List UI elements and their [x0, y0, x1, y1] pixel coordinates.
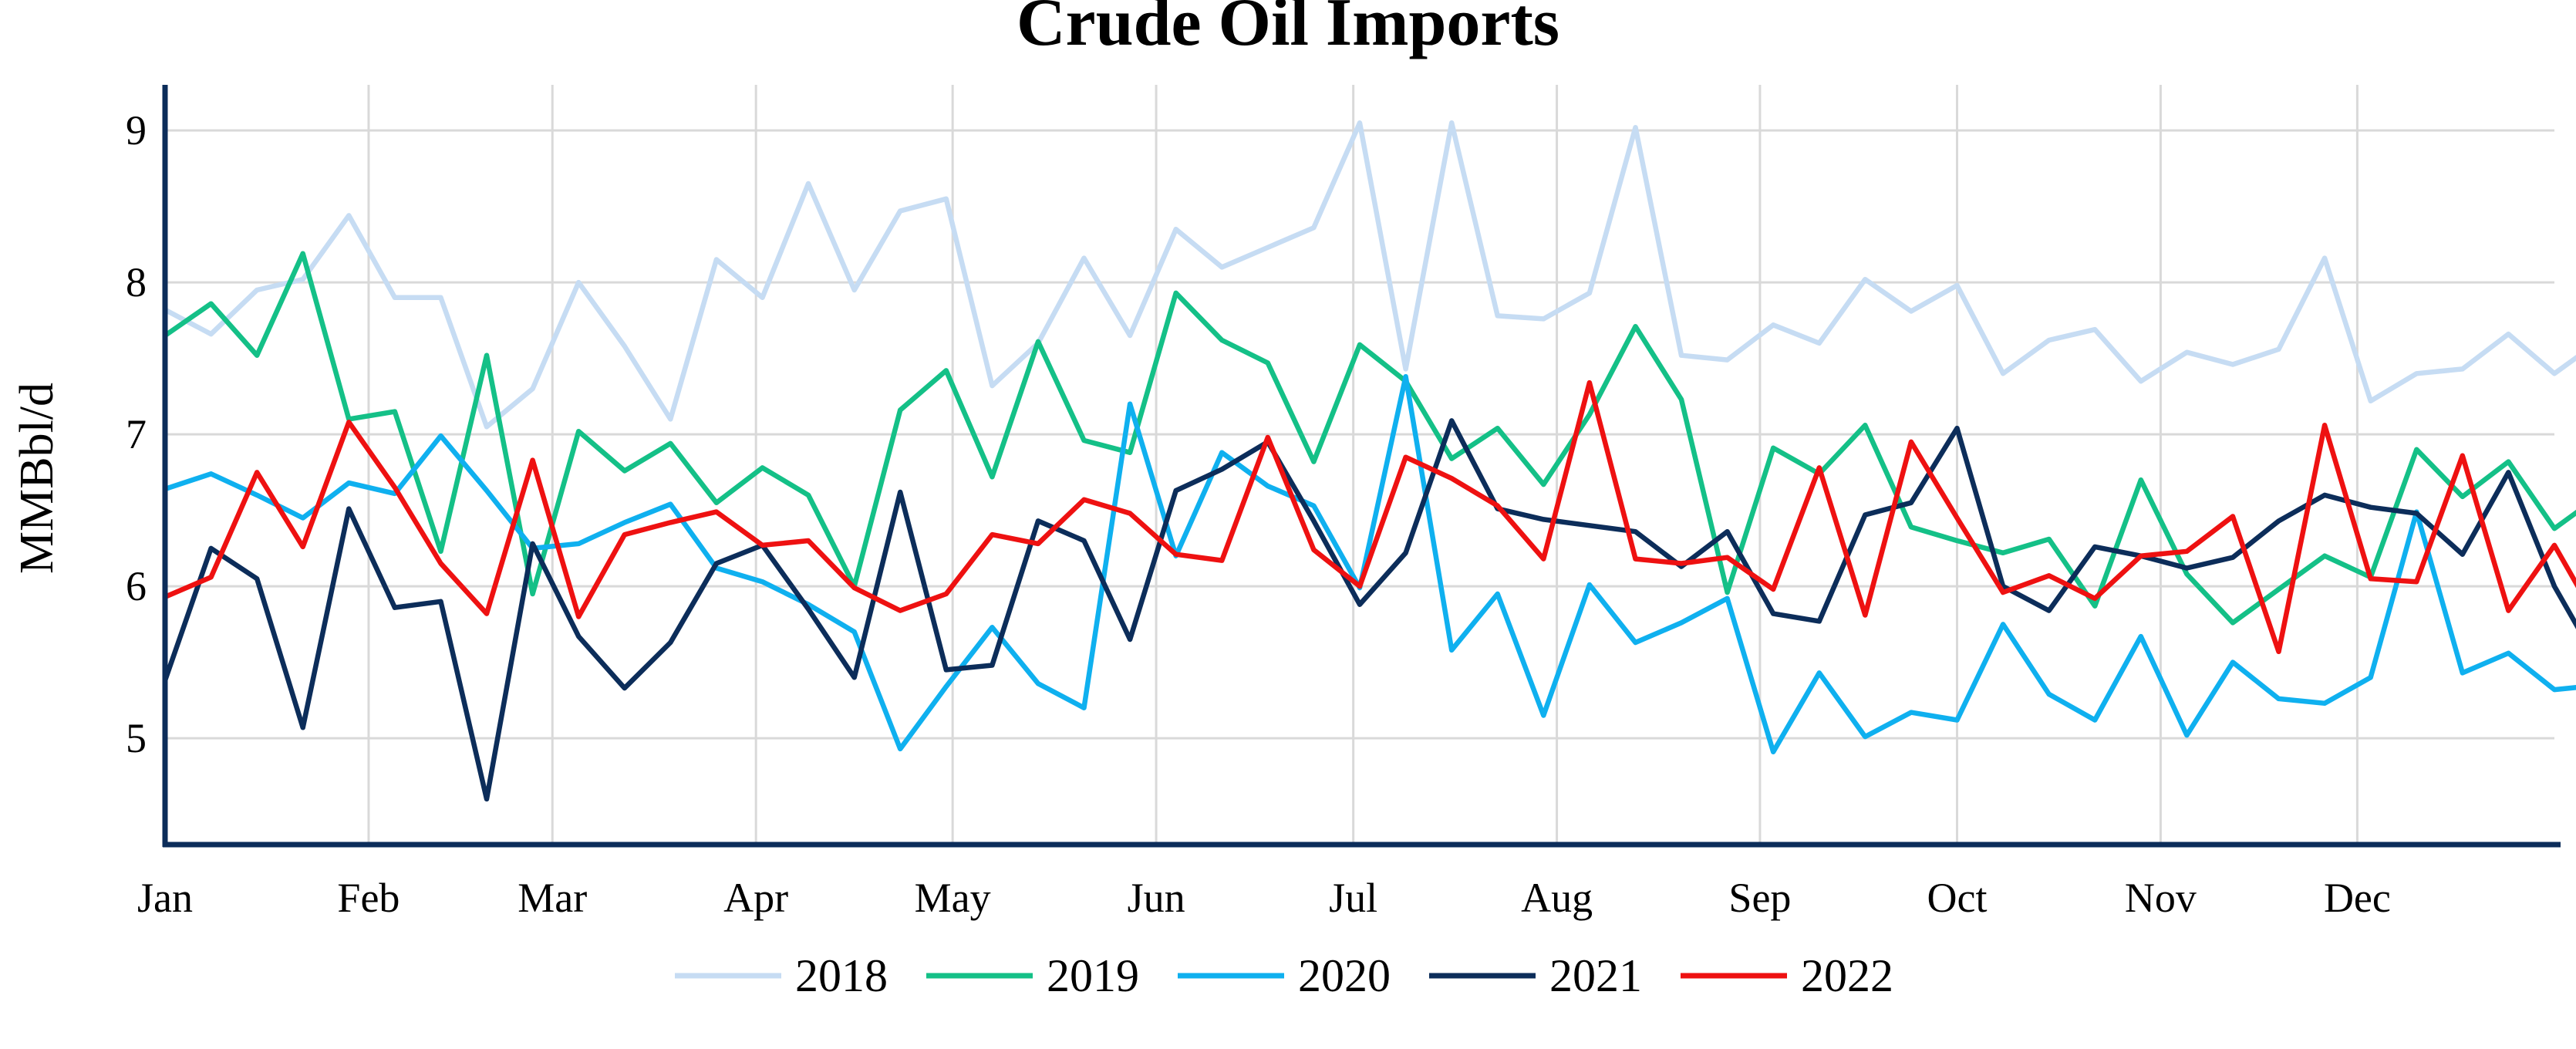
- y-tick-labels: 5 6 7 8 9: [126, 107, 147, 761]
- x-tick-label: Feb: [337, 875, 400, 921]
- legend: 2018 2019 2020 2021 2022: [675, 950, 1893, 1001]
- y-tick-label: 6: [126, 563, 147, 609]
- x-tick-label: Jan: [137, 875, 193, 921]
- series-line-2021: [162, 418, 2576, 802]
- legend-item-2022: 2022: [1681, 950, 1893, 1001]
- y-tick-label: 7: [126, 411, 147, 457]
- axes: [162, 85, 2561, 848]
- x-tick-labels: Jan Feb Mar Apr May Jun Jul Aug Sep Oct Nov Dec: [137, 875, 2391, 921]
- x-tick-label: Dec: [2324, 875, 2391, 921]
- legend-item-2019: 2019: [926, 950, 1139, 1001]
- legend-label: 2018: [795, 950, 888, 1001]
- chart-title: Crude Oil Imports: [1017, 0, 1559, 60]
- y-tick-label: 5: [126, 715, 147, 761]
- legend-label: 2020: [1298, 950, 1391, 1001]
- x-tick-label: Jun: [1128, 875, 1185, 921]
- legend-label: 2022: [1801, 950, 1893, 1001]
- legend-label: 2019: [1047, 950, 1139, 1001]
- legend-item-2018: 2018: [675, 950, 888, 1001]
- x-tick-label: Apr: [723, 875, 788, 921]
- legend-label: 2021: [1549, 950, 1642, 1001]
- x-tick-label: Aug: [1521, 875, 1593, 921]
- y-tick-label: 9: [126, 107, 147, 153]
- gridlines: [164, 85, 2554, 845]
- x-tick-label: Oct: [1927, 875, 1988, 921]
- legend-item-2021: 2021: [1429, 950, 1642, 1001]
- series-line-2018: [162, 120, 2576, 430]
- series-line-2019: [162, 251, 2576, 626]
- x-tick-label: Nov: [2125, 875, 2197, 921]
- x-tick-label: Sep: [1728, 875, 1791, 921]
- series-lines: [162, 120, 2576, 802]
- series-line-2020: [162, 373, 2576, 755]
- x-tick-label: Mar: [518, 875, 587, 921]
- legend-item-2020: 2020: [1178, 950, 1391, 1001]
- x-tick-label: Jul: [1329, 875, 1377, 921]
- y-axis-label: MMBbl/d: [11, 383, 63, 574]
- y-tick-label: 8: [126, 259, 147, 305]
- series-line-2022: [162, 379, 2576, 655]
- x-tick-label: May: [915, 875, 991, 921]
